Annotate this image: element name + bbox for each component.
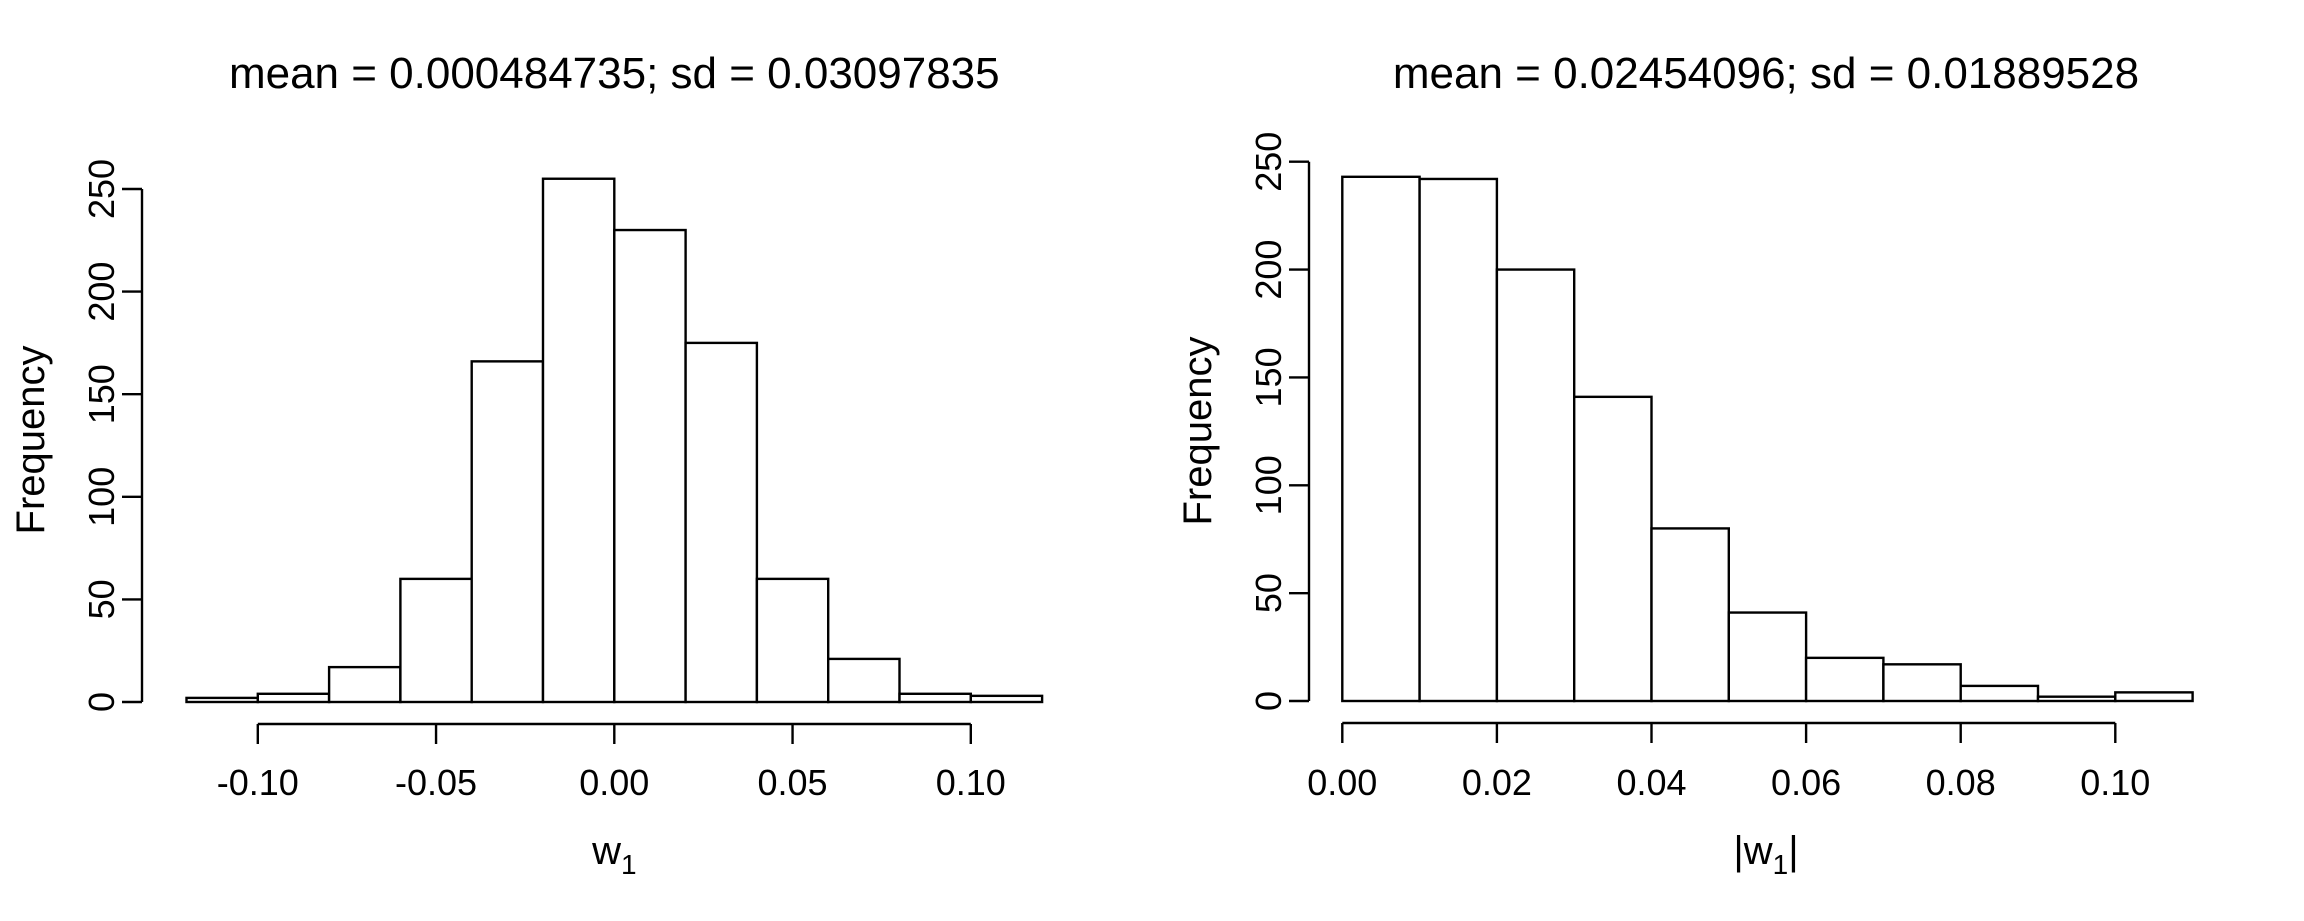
y-tick-label: 50 (81, 579, 122, 619)
histogram-bar (185, 696, 260, 704)
x-tick-label: 0.06 (1771, 762, 1841, 803)
y-tick-label: 100 (81, 467, 122, 527)
histogram-bar (1495, 268, 1576, 703)
y-tick-label: 100 (1248, 455, 1289, 515)
histogram-bar (755, 577, 830, 704)
histogram-bar (1882, 663, 1962, 703)
y-axis-label: Frequency (9, 346, 53, 535)
histogram-bar (1804, 656, 1885, 703)
x-tick-label: 0.00 (1307, 762, 1377, 803)
histogram-bar (969, 694, 1044, 704)
histogram-bar (470, 360, 545, 704)
histogram-bar (898, 692, 973, 704)
x-tick-label: 0.10 (936, 762, 1006, 803)
y-tick-label: 250 (81, 159, 122, 219)
x-tick-label: 0.10 (2080, 762, 2150, 803)
x-tick-label: 0.04 (1616, 762, 1686, 803)
histogram-bar (399, 577, 473, 704)
x-tick-label: 0.05 (758, 762, 828, 803)
x-tick-label: -0.05 (395, 762, 477, 803)
x-tick-label: 0.00 (579, 762, 649, 803)
y-tick-label: 150 (81, 364, 122, 424)
histogram-bar (2036, 695, 2117, 703)
histogram-bar (613, 228, 687, 704)
histogram-bar (256, 692, 331, 704)
x-tick-label: 0.02 (1462, 762, 1532, 803)
x-tick-label: -0.10 (217, 762, 299, 803)
y-tick-label: 50 (1248, 573, 1289, 613)
x-axis-label: w1 (591, 829, 636, 880)
plot-title: mean = 0.000484735; sd = 0.03097835 (229, 49, 1000, 98)
x-tick-label: 0.08 (1926, 762, 1996, 803)
histogram-bar (541, 177, 616, 704)
histogram-bar (327, 665, 402, 704)
y-tick-label: 200 (81, 262, 122, 322)
histogram-bar (1959, 684, 2040, 703)
histogram-bar (1341, 175, 1421, 703)
histogram-bar (2114, 691, 2194, 703)
histogram-bar (684, 341, 759, 704)
histogram-bar (1727, 611, 1808, 703)
histogram-bar (1418, 177, 1499, 703)
y-tick-label: 0 (1248, 691, 1289, 711)
y-tick-label: 200 (1248, 240, 1289, 300)
y-tick-label: 150 (1248, 347, 1289, 407)
x-axis-label: |w1| (1733, 829, 1798, 880)
y-tick-label: 250 (1248, 132, 1289, 192)
plot-title: mean = 0.02454096; sd = 0.01889528 (1393, 49, 2139, 98)
histogram-bar (1650, 527, 1731, 703)
y-axis-label: Frequency (1176, 337, 1220, 526)
histogram-bar (1572, 395, 1653, 703)
histogram-bar (827, 657, 901, 704)
y-tick-label: 0 (81, 692, 122, 712)
